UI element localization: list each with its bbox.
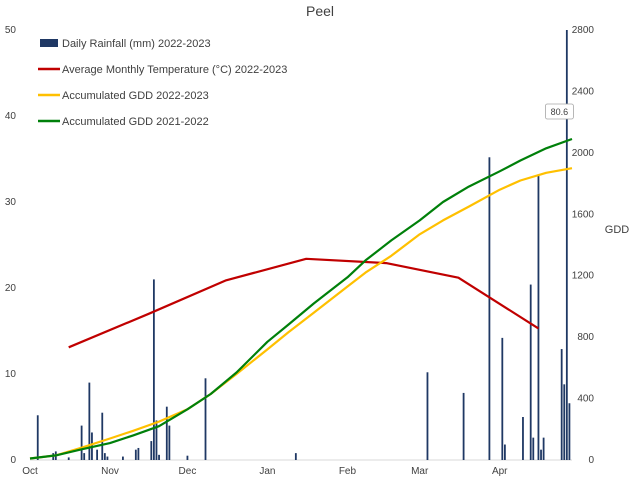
rainfall-bar: [294, 453, 297, 460]
rainfall-bar: [150, 441, 153, 460]
left-tick-label: 40: [5, 111, 17, 122]
rainfall-bar: [537, 174, 540, 461]
rainfall-bar: [36, 415, 39, 460]
rainfall-bar: [122, 456, 124, 460]
rainfall-bar: [96, 449, 99, 460]
axes: 0 10 20 30 40 50 0 400 800 1200 1600 2000 2400 2800 Oc…: [5, 25, 595, 477]
rainfall-bar: [540, 449, 542, 460]
rainfall-bar: [565, 30, 568, 460]
rainfall-bar: [568, 403, 571, 460]
right-tick-label: 2400: [572, 86, 595, 97]
right-tick-label: 400: [577, 394, 594, 405]
right-tick-label: 2800: [572, 25, 595, 36]
rainfall-bar: [155, 420, 158, 460]
value-callout: 80.6: [545, 103, 574, 120]
rainfall-bar: [522, 417, 524, 460]
rainfall-bar: [204, 378, 207, 460]
rainfall-bar: [134, 449, 137, 460]
legend-label: Average Monthly Temperature (°C) 2022-20…: [62, 64, 287, 76]
rainfall-bar: [542, 437, 545, 460]
x-tick-label: Apr: [492, 466, 508, 477]
rainfall-bar: [165, 406, 168, 460]
x-tick-label: Jan: [259, 466, 275, 477]
legend: Daily Rainfall (mm) 2022-2023 Average Mon…: [38, 38, 287, 128]
callout-box: [545, 103, 574, 120]
left-tick-label: 20: [5, 283, 17, 294]
legend-label: Accumulated GDD 2021-2022: [62, 116, 209, 128]
rainfall-bar: [80, 425, 83, 460]
legend-swatch-bar: [40, 39, 58, 47]
rainfall-bar: [152, 279, 155, 460]
rainfall-bar: [168, 425, 171, 460]
rainfall-bar: [563, 384, 566, 460]
rainfall-bars: [36, 30, 571, 461]
chart-title: Peel: [306, 3, 334, 19]
legend-label: Daily Rainfall (mm) 2022-2023: [62, 38, 211, 50]
x-tick-label: Nov: [101, 466, 119, 477]
rainfall-bar: [186, 455, 189, 460]
gdd-2022-2023-line: [29, 167, 573, 460]
rainfall-bar: [88, 382, 91, 460]
left-tick-label: 30: [5, 197, 17, 208]
rainfall-bar: [501, 337, 504, 460]
rainfall-bar: [106, 456, 109, 460]
rainfall-bar: [532, 437, 535, 460]
rainfall-bar: [83, 453, 86, 460]
rainfall-bar: [503, 444, 506, 460]
right-tick-label: 0: [588, 455, 594, 466]
gdd-2021-2022-line: [29, 137, 573, 460]
rainfall-bar: [158, 454, 160, 460]
x-tick-label: Mar: [411, 466, 429, 477]
left-tick-label: 0: [10, 455, 16, 466]
right-tick-label: 2000: [572, 148, 595, 159]
right-tick-label: 1200: [572, 271, 595, 282]
rainfall-bar: [137, 447, 140, 460]
rainfall-bar: [462, 392, 465, 460]
rainfall-bar: [103, 453, 106, 460]
rainfall-bar: [529, 284, 532, 460]
right-axis-label: GDD: [605, 224, 630, 236]
rainfall-bar: [426, 372, 429, 460]
right-tick-label: 800: [577, 332, 594, 343]
right-tick-label: 1600: [572, 209, 595, 220]
rainfall-bar: [488, 157, 491, 460]
left-tick-label: 50: [5, 25, 17, 36]
rainfall-bar: [101, 412, 104, 460]
line-series: [29, 137, 573, 460]
legend-label: Accumulated GDD 2022-2023: [62, 90, 209, 102]
callout-text: 80.6: [551, 107, 569, 117]
x-tick-label: Oct: [22, 466, 38, 477]
rainfall-bar: [560, 349, 563, 460]
rainfall-bar: [67, 457, 70, 460]
temperature-line: [68, 257, 539, 349]
x-tick-label: Feb: [339, 466, 357, 477]
x-tick-label: Dec: [179, 466, 197, 477]
left-tick-label: 10: [5, 369, 17, 380]
